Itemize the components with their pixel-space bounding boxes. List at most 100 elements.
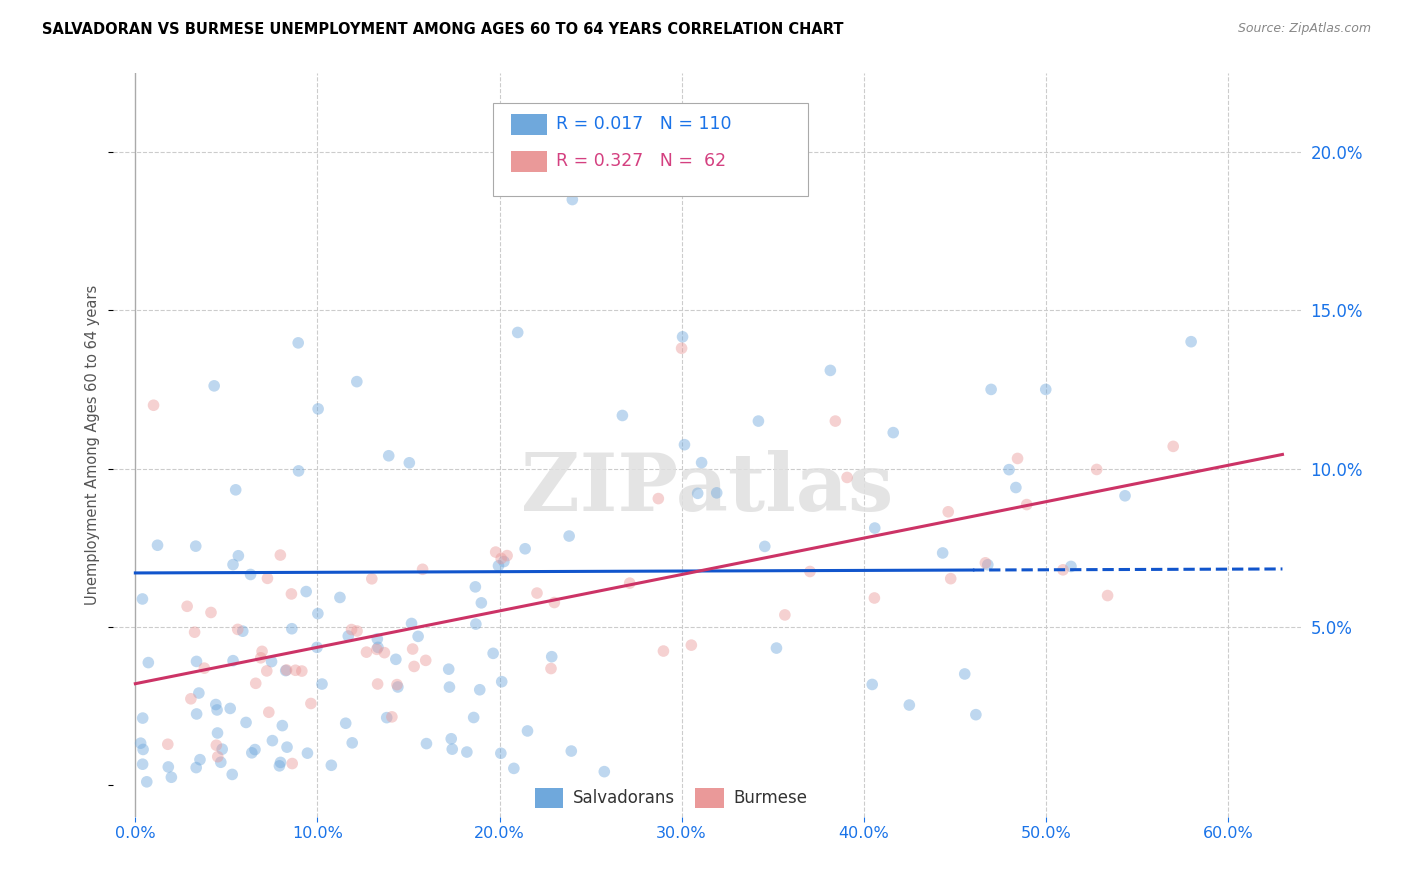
Point: [437, 662, 460, 676]
Point: [441, 742, 464, 756]
Point: [387, 680, 409, 694]
Point: [882, 425, 904, 440]
Point: [193, 661, 215, 675]
Point: [489, 746, 512, 760]
Point: [180, 691, 202, 706]
Point: [136, 656, 159, 670]
Point: [225, 483, 247, 497]
Point: [245, 676, 267, 690]
Point: [558, 529, 581, 543]
Point: [221, 767, 243, 781]
Point: [132, 742, 155, 756]
Bar: [512, 151, 547, 172]
Point: [1015, 498, 1038, 512]
Point: [367, 677, 389, 691]
Point: [593, 764, 616, 779]
Point: [681, 638, 703, 652]
Point: [142, 398, 165, 412]
Point: [307, 607, 329, 621]
Point: [250, 644, 273, 658]
Text: Source: ZipAtlas.com: Source: ZipAtlas.com: [1237, 22, 1371, 36]
Point: [346, 624, 368, 638]
Point: [998, 463, 1021, 477]
Point: [406, 629, 429, 643]
Point: [1097, 589, 1119, 603]
Point: [135, 774, 157, 789]
Point: [176, 599, 198, 614]
Point: [281, 756, 304, 771]
Point: [284, 663, 307, 677]
Point: [464, 580, 486, 594]
Point: [276, 740, 298, 755]
Point: [337, 629, 360, 643]
Point: [385, 678, 408, 692]
Point: [207, 749, 229, 764]
Point: [321, 758, 343, 772]
Point: [281, 622, 304, 636]
Point: [456, 745, 478, 759]
Point: [489, 551, 512, 566]
Point: [287, 335, 309, 350]
Point: [652, 644, 675, 658]
Text: ZIPatlas: ZIPatlas: [522, 450, 893, 528]
Point: [863, 521, 886, 535]
Point: [863, 591, 886, 605]
Point: [204, 698, 226, 712]
Point: [1161, 439, 1184, 453]
Point: [226, 623, 249, 637]
Point: [257, 705, 280, 719]
Point: [974, 556, 997, 570]
Point: [835, 470, 858, 484]
Point: [209, 756, 232, 770]
Point: [249, 650, 271, 665]
Point: [187, 686, 209, 700]
Point: [440, 731, 463, 746]
Point: [131, 711, 153, 725]
Text: R = 0.017   N = 110: R = 0.017 N = 110: [557, 115, 731, 133]
Point: [1005, 481, 1028, 495]
Point: [239, 567, 262, 582]
Point: [146, 538, 169, 552]
Point: [977, 558, 1000, 572]
Point: [335, 716, 357, 731]
Point: [269, 548, 291, 562]
Point: [936, 505, 959, 519]
Point: [492, 555, 515, 569]
FancyBboxPatch shape: [494, 103, 808, 195]
Point: [270, 756, 292, 770]
Point: [482, 646, 505, 660]
Point: [131, 757, 153, 772]
Point: [401, 642, 423, 657]
Point: [1060, 559, 1083, 574]
Point: [1052, 563, 1074, 577]
Point: [271, 718, 294, 732]
Point: [232, 624, 254, 639]
Point: [305, 640, 328, 655]
Point: [773, 607, 796, 622]
Bar: [695, 789, 724, 807]
Text: SALVADORAN VS BURMESE UNEMPLOYMENT AMONG AGES 60 TO 64 YEARS CORRELATION CHART: SALVADORAN VS BURMESE UNEMPLOYMENT AMONG…: [42, 22, 844, 37]
Point: [415, 737, 437, 751]
Point: [202, 379, 225, 393]
Point: [200, 606, 222, 620]
Point: [439, 680, 461, 694]
Point: [820, 363, 842, 377]
Point: [373, 646, 395, 660]
Point: [186, 761, 208, 775]
Point: [513, 541, 536, 556]
Point: [295, 584, 318, 599]
Point: [506, 326, 529, 340]
Point: [360, 572, 382, 586]
Point: [329, 591, 352, 605]
Point: [375, 711, 398, 725]
Point: [385, 652, 408, 666]
Point: [381, 710, 404, 724]
Point: [366, 632, 388, 646]
Point: [561, 193, 583, 207]
Point: [980, 383, 1002, 397]
Point: [256, 571, 278, 585]
Point: [754, 540, 776, 554]
Point: [560, 744, 582, 758]
Point: [299, 697, 322, 711]
Text: R = 0.327   N =  62: R = 0.327 N = 62: [557, 153, 727, 170]
